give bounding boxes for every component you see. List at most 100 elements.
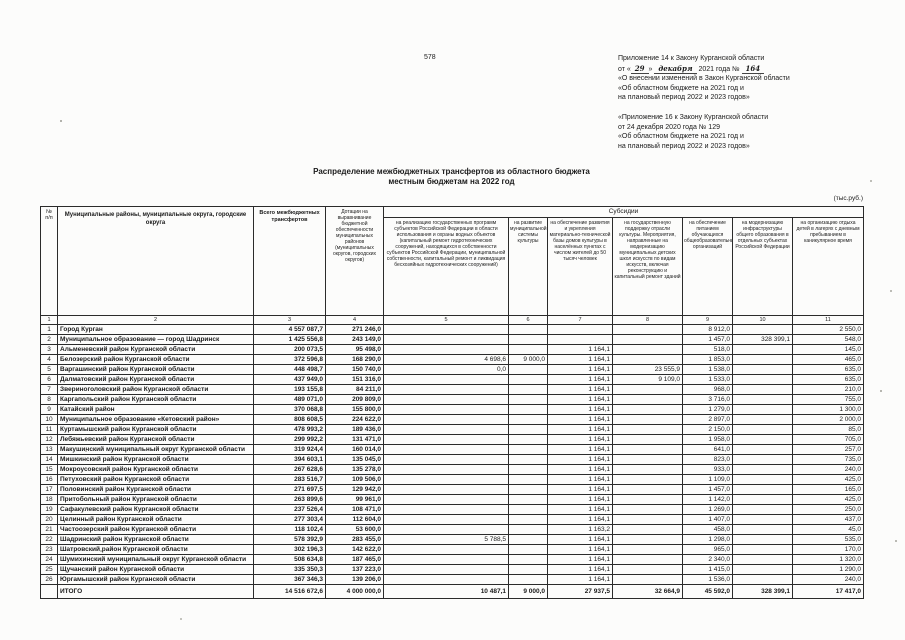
row-number-cell: 1 xyxy=(40,324,58,335)
value-cell: 1 164,1 xyxy=(547,444,613,455)
value-cell: 478 993,2 xyxy=(253,424,326,435)
value-cell xyxy=(612,484,683,495)
table-row: 23 Шатровский район Курганской области 302… xyxy=(40,544,865,555)
value-cell: 129 942,0 xyxy=(325,484,384,495)
row-number-cell: 17 xyxy=(40,484,58,495)
value-cell: 170,0 xyxy=(791,544,865,555)
value-cell xyxy=(383,374,509,385)
value-cell: 1 164,1 xyxy=(547,504,613,515)
appendix-line: «О внесении изменений в Закон Курганской… xyxy=(618,75,790,83)
value-cell xyxy=(612,404,683,415)
value-cell xyxy=(732,454,793,465)
municipality-name-cell: Куртамышский район Курганской области xyxy=(57,424,254,435)
value-cell: 142 622,0 xyxy=(325,544,384,555)
value-cell: 1 164,1 xyxy=(547,564,613,575)
value-cell: 394 603,1 xyxy=(253,454,326,465)
value-cell xyxy=(383,344,509,355)
value-cell xyxy=(732,474,793,485)
column-number: 5 xyxy=(383,315,509,325)
value-cell xyxy=(612,324,683,335)
col-header-subsidy-meals: на обеспечение питанием обучающихся обще… xyxy=(682,217,733,316)
value-cell: 465,0 xyxy=(791,354,865,365)
row-number-cell: 11 xyxy=(40,424,58,435)
value-cell xyxy=(383,444,509,455)
totals-row: ИТОГО 14 516 672,6 4 000 000,0 10 487,1 9 00… xyxy=(40,584,865,599)
value-cell: 755,0 xyxy=(791,394,865,405)
value-cell: 548,0 xyxy=(791,334,865,345)
document-title-line1: Распределение межбюджетных трансфертов и… xyxy=(313,167,590,176)
table-row: 9 Катайский район 370 068,8 155 800,0 1 164,… xyxy=(40,404,865,415)
value-cell xyxy=(508,414,548,425)
value-cell: 1 300,0 xyxy=(791,404,865,415)
appendix-14-block: Приложение 14 к Закону Курганской област… xyxy=(618,54,880,103)
value-cell: 1 164,1 xyxy=(547,514,613,525)
column-number: 6 xyxy=(508,315,548,325)
value-cell xyxy=(612,464,683,475)
value-cell: 1 457,0 xyxy=(682,334,733,345)
municipality-name-cell: Юргамышский район Курганской области xyxy=(57,574,254,585)
value-cell: 8 912,0 xyxy=(682,324,733,335)
column-number: 2 xyxy=(57,315,254,325)
table-row: 24 Шумихинский муниципальный округ Курган… xyxy=(40,554,865,565)
value-cell: 109 506,0 xyxy=(325,474,384,485)
value-cell: 240,0 xyxy=(791,464,865,475)
column-number: 7 xyxy=(547,315,613,325)
law-reference-block: Приложение 14 к Закону Курганской област… xyxy=(618,54,880,151)
value-cell xyxy=(508,554,548,565)
value-cell: 263 899,6 xyxy=(253,494,326,505)
value-cell xyxy=(732,504,793,515)
value-cell: 370 068,8 xyxy=(253,404,326,415)
value-cell: 5 788,5 xyxy=(383,534,509,545)
value-cell: 168 290,0 xyxy=(325,354,384,365)
handwritten-day: 29 xyxy=(630,63,649,74)
table-row: 21 Частоозерский район Курганской области… xyxy=(40,524,865,535)
value-cell xyxy=(612,554,683,565)
value-cell xyxy=(612,494,683,505)
table-row: 14 Мишкинский район Курганской области 394… xyxy=(40,454,865,465)
value-cell xyxy=(612,544,683,555)
value-cell: 95 498,0 xyxy=(325,344,384,355)
value-cell: 0,0 xyxy=(383,364,509,375)
row-number-cell: 2 xyxy=(40,334,58,345)
value-cell: 1 536,0 xyxy=(682,574,733,585)
municipality-name-cell: Мишкинский район Курганской области xyxy=(57,454,254,465)
municipality-name-cell: Притобольный район Курганской области xyxy=(57,494,254,505)
table-row: 6 Далматовский район Курганской области 43… xyxy=(40,374,865,385)
value-cell: 250,0 xyxy=(791,504,865,515)
value-cell: 535,0 xyxy=(791,534,865,545)
value-cell: 1 164,1 xyxy=(547,554,613,565)
value-cell: 1 164,1 xyxy=(547,344,613,355)
row-number-cell: 7 xyxy=(40,384,58,395)
value-cell xyxy=(732,384,793,395)
table-row: 4 Белозерский район Курганской области 372… xyxy=(40,354,865,365)
value-cell xyxy=(732,404,793,415)
value-cell: 189 436,0 xyxy=(325,424,384,435)
value-cell xyxy=(732,354,793,365)
value-cell: 458,0 xyxy=(682,524,733,535)
municipality-name-cell: Город Курган xyxy=(57,324,254,335)
table-row: 20 Целинный район Курганской области 277 3… xyxy=(40,514,865,525)
value-cell xyxy=(612,384,683,395)
value-cell xyxy=(612,564,683,575)
date-prefix: от « xyxy=(618,65,631,73)
row-number-cell: 12 xyxy=(40,434,58,445)
value-cell: 2 897,0 xyxy=(682,414,733,425)
value-cell: 437,0 xyxy=(791,514,865,525)
value-cell: 1 164,1 xyxy=(547,394,613,405)
col-header-municipality: Муниципальные районы, муниципальные окру… xyxy=(57,206,254,316)
value-cell xyxy=(508,464,548,475)
value-cell xyxy=(383,334,509,345)
value-cell xyxy=(612,454,683,465)
value-cell xyxy=(383,474,509,485)
appendix-line: «Об областном бюджете на 2021 год и xyxy=(618,133,744,141)
value-cell xyxy=(612,514,683,525)
value-cell xyxy=(508,474,548,485)
value-cell xyxy=(508,564,548,575)
table-row: 3 Альменевский район Курганской области 20… xyxy=(40,344,865,355)
value-cell xyxy=(612,354,683,365)
col-group-header-subsidies: Субсидии xyxy=(382,206,865,218)
document-title: Распределение межбюджетных трансфертов и… xyxy=(40,167,863,187)
col-header-row-number: № п/п xyxy=(40,206,58,316)
municipality-name-cell: Муниципальное образование «Кетовский рай… xyxy=(57,414,254,425)
column-number: 9 xyxy=(682,315,733,325)
